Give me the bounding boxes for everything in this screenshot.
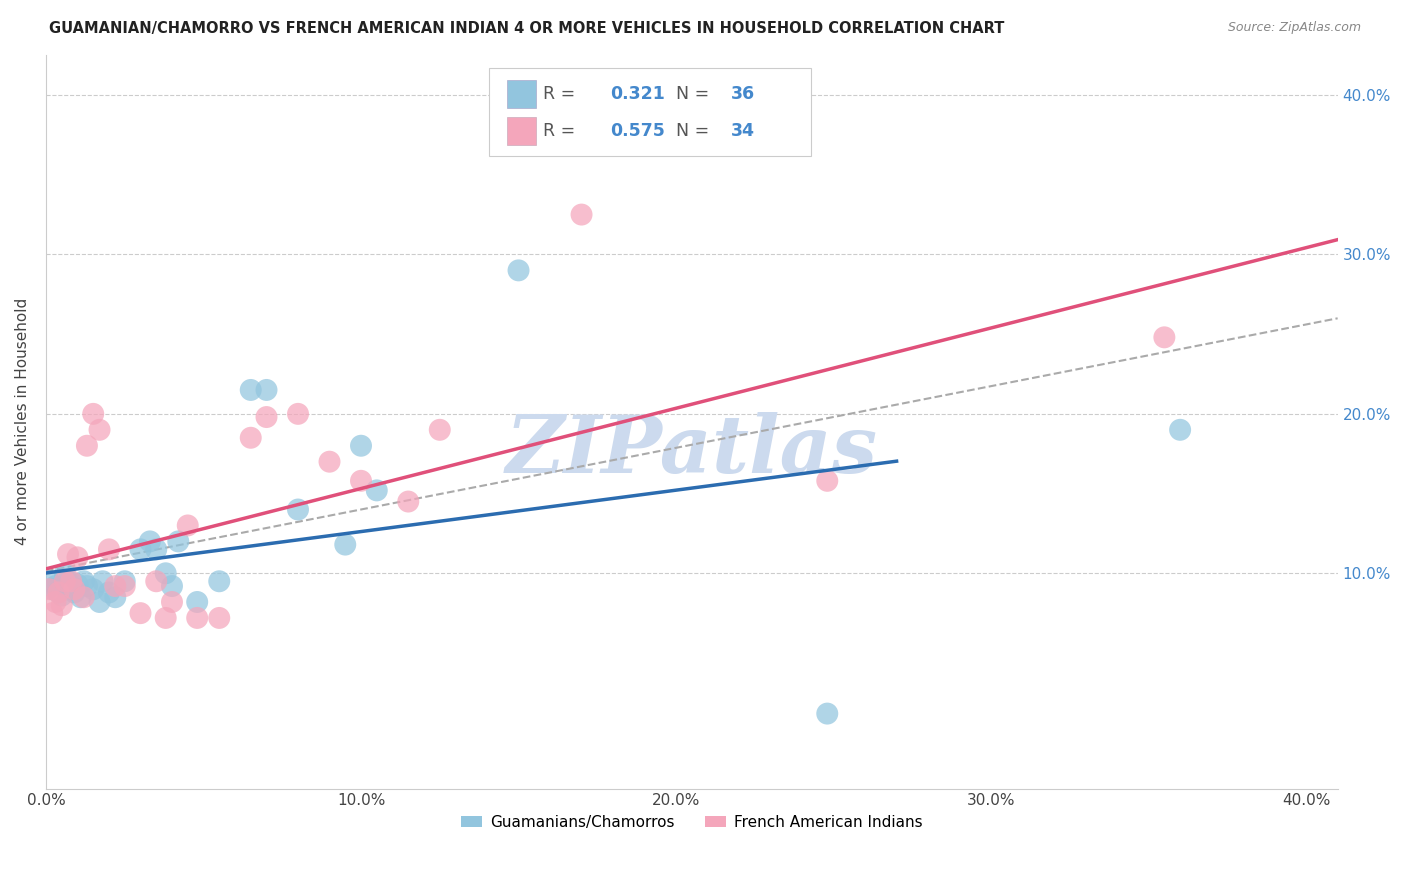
Text: 34: 34 (731, 121, 755, 140)
Point (239, 431, 262, 445)
Point (44, 579, 66, 593)
Point (186, 595, 208, 609)
Point (41, 582, 63, 597)
Point (76, 579, 98, 593)
Point (104, 591, 127, 605)
Point (73, 574, 96, 589)
Point (1168, 423, 1191, 437)
Point (56, 547, 79, 561)
Y-axis label: 4 or more Vehicles in Household: 4 or more Vehicles in Household (15, 298, 30, 545)
Text: 36: 36 (731, 85, 755, 103)
Point (139, 534, 162, 549)
Point (571, 208, 593, 222)
Point (160, 579, 183, 593)
Point (82, 582, 104, 597)
Point (350, 474, 373, 488)
Point (396, 494, 419, 508)
FancyBboxPatch shape (489, 69, 811, 155)
Point (44, 595, 66, 609)
Point (177, 518, 200, 533)
Point (60, 582, 83, 597)
Point (48, 585, 70, 599)
Point (82, 407, 104, 421)
Point (56, 574, 79, 589)
Point (815, 474, 838, 488)
Point (129, 542, 152, 557)
Point (287, 502, 309, 516)
Point (66, 550, 89, 565)
Point (366, 483, 388, 498)
Point (335, 538, 357, 552)
Point (76, 439, 98, 453)
Text: 0.321: 0.321 (610, 85, 665, 103)
Point (508, 263, 530, 277)
Point (815, 706, 838, 721)
Point (38, 582, 60, 597)
Point (429, 423, 451, 437)
Point (91, 574, 114, 589)
Point (66, 577, 89, 591)
Point (104, 579, 127, 593)
Point (256, 410, 278, 425)
Point (239, 383, 262, 397)
Point (208, 574, 231, 589)
Point (114, 579, 136, 593)
Text: R =: R = (543, 121, 581, 140)
Point (145, 542, 167, 557)
Point (73, 591, 96, 605)
Point (53, 574, 76, 589)
Point (69, 591, 91, 605)
Text: 0.575: 0.575 (610, 121, 665, 140)
Text: N =: N = (676, 121, 716, 140)
Point (38, 574, 60, 589)
Point (155, 566, 177, 581)
Point (60, 574, 83, 589)
Point (167, 534, 190, 549)
Point (256, 383, 278, 397)
Point (63, 585, 86, 599)
Point (208, 611, 231, 625)
Point (114, 574, 136, 589)
Point (1153, 330, 1175, 344)
Point (155, 611, 177, 625)
Point (51, 589, 73, 603)
Point (160, 595, 183, 609)
Point (98, 585, 121, 599)
Point (51, 598, 73, 612)
Point (129, 606, 152, 620)
Point (318, 455, 340, 469)
Text: GUAMANIAN/CHAMORRO VS FRENCH AMERICAN INDIAN 4 OR MORE VEHICLES IN HOUSEHOLD COR: GUAMANIAN/CHAMORRO VS FRENCH AMERICAN IN… (49, 21, 1004, 36)
Bar (508, 80, 536, 108)
Point (186, 611, 208, 625)
Text: Source: ZipAtlas.com: Source: ZipAtlas.com (1227, 21, 1361, 34)
Bar (508, 117, 536, 145)
Text: N =: N = (676, 85, 716, 103)
Legend: Guamanians/Chamorros, French American Indians: Guamanians/Chamorros, French American In… (454, 809, 929, 836)
Point (89, 423, 111, 437)
Text: R =: R = (543, 85, 581, 103)
Point (350, 439, 373, 453)
Point (145, 574, 167, 589)
Point (89, 595, 111, 609)
Point (98, 542, 121, 557)
Point (53, 566, 76, 581)
Text: ZIPatlas: ZIPatlas (506, 412, 877, 490)
Point (41, 606, 63, 620)
Point (287, 407, 309, 421)
Point (63, 582, 86, 597)
Point (48, 585, 70, 599)
